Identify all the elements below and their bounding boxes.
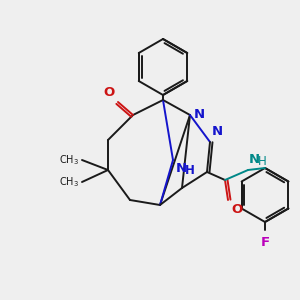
- Text: O: O: [104, 86, 115, 99]
- Text: CH$_3$: CH$_3$: [59, 175, 79, 189]
- Text: N: N: [249, 153, 260, 166]
- Text: N: N: [212, 125, 223, 138]
- Text: N: N: [194, 107, 205, 121]
- Text: N: N: [176, 162, 187, 175]
- Text: CH$_3$: CH$_3$: [59, 153, 79, 167]
- Text: H: H: [185, 164, 195, 177]
- Text: F: F: [260, 236, 270, 249]
- Text: O: O: [231, 203, 242, 216]
- Text: H: H: [258, 155, 267, 168]
